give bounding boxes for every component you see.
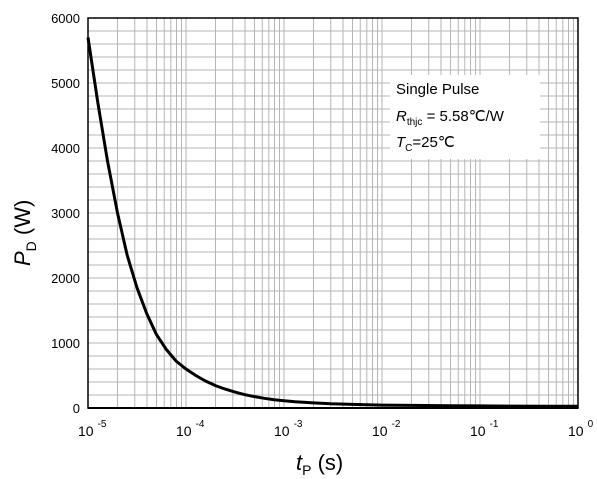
x-axis-title-main: t <box>296 450 303 475</box>
x-tick-label: 10 0 <box>568 419 594 439</box>
annotation-rthjc-main: R <box>396 108 407 125</box>
x-tick-exponent: -1 <box>490 419 499 430</box>
annotation-rthjc: Rthjc = 5.58℃/W <box>396 108 505 128</box>
y-axis-title-unit: (W) <box>10 200 35 242</box>
x-tick-label: 10 -5 <box>78 419 107 439</box>
x-tick-labels: 10 -5 10 -4 10 -3 10 -2 10 -1 10 0 <box>78 419 594 439</box>
annotation-rthjc-rest: = 5.58℃/W <box>422 108 504 125</box>
y-tick-label: 1000 <box>51 336 80 351</box>
y-tick-label: 3000 <box>51 206 80 221</box>
x-tick-base: 10 <box>568 423 584 439</box>
x-tick-base: 10 <box>372 423 388 439</box>
annotation-tc-sub: C <box>405 143 412 154</box>
x-tick-exponent: -4 <box>196 419 205 430</box>
x-tick-label: 10 -1 <box>470 419 499 439</box>
annotation-single-pulse: Single Pulse <box>396 81 479 98</box>
x-axis-title: tP (s) <box>296 450 343 478</box>
y-axis-title-sub: D <box>23 241 39 251</box>
y-tick-label: 5000 <box>51 76 80 91</box>
x-tick-base: 10 <box>78 423 94 439</box>
plot-frame <box>87 17 579 409</box>
x-tick-base: 10 <box>176 423 192 439</box>
series-line <box>86 37 578 408</box>
annotation-tc-main: T <box>396 134 407 151</box>
x-tick-label: 10 -4 <box>176 419 205 439</box>
x-tick-exponent: -5 <box>98 419 107 430</box>
annotation-rthjc-sub: thjc <box>407 117 423 128</box>
x-tick-exponent: 0 <box>588 419 594 430</box>
y-tick-label: 0 <box>73 401 80 416</box>
x-axis-title-sub: P <box>302 462 311 478</box>
y-tick-label: 4000 <box>51 141 80 156</box>
x-tick-exponent: -3 <box>294 419 303 430</box>
annotation-box: Single Pulse Rthjc = 5.58℃/W TC=25℃ <box>390 75 540 159</box>
annotation-tc: TC=25℃ <box>396 134 455 154</box>
y-tick-label: 2000 <box>51 271 80 286</box>
y-tick-label: 6000 <box>51 11 80 26</box>
y-axis-title-main: P <box>10 251 35 266</box>
x-tick-exponent: -2 <box>392 419 401 430</box>
annotation-tc-rest: =25℃ <box>412 134 454 151</box>
x-tick-base: 10 <box>274 423 290 439</box>
x-axis-title-unit: (s) <box>311 450 343 475</box>
x-tick-base: 10 <box>470 423 486 439</box>
y-tick-labels: 0 1000 2000 3000 4000 5000 6000 <box>51 11 80 416</box>
x-tick-label: 10 -2 <box>372 419 401 439</box>
y-axis-title: PD (W) <box>10 200 39 266</box>
x-tick-label: 10 -3 <box>274 419 303 439</box>
